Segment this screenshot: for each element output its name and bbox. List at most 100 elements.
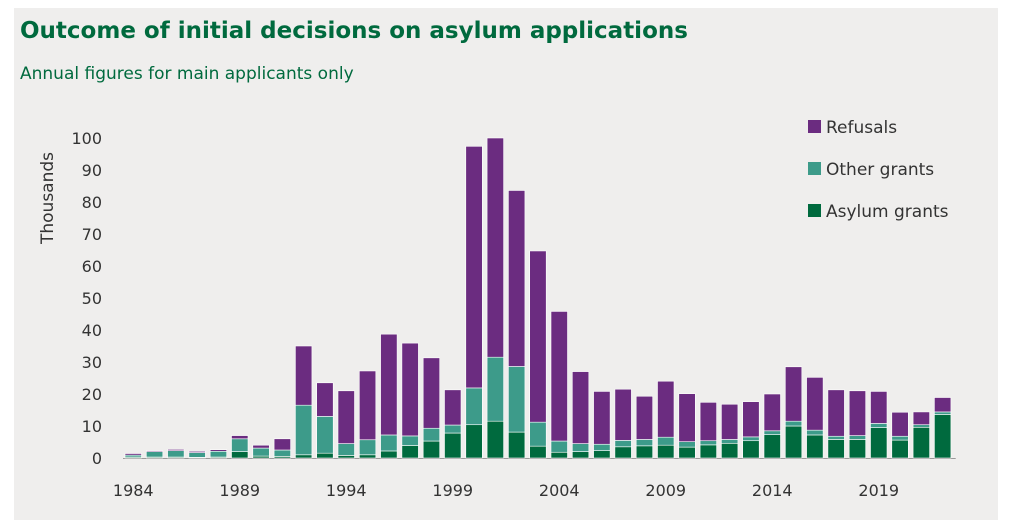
bar-segment — [891, 435, 909, 441]
bar-segment — [316, 452, 334, 459]
bar-segment — [550, 311, 568, 442]
y-tick-label: 80 — [82, 193, 102, 212]
bar-segment — [295, 454, 313, 459]
bar-segment — [188, 450, 206, 453]
bar-segment — [401, 445, 419, 459]
bar-segment — [337, 455, 355, 459]
x-tick-label: 1984 — [113, 481, 154, 500]
bar-segment — [337, 443, 355, 456]
bar-segment — [870, 423, 888, 428]
bar-segment — [635, 395, 654, 440]
bar-segment — [401, 435, 419, 446]
bar-segment — [614, 446, 632, 459]
legend-label: Other grants — [826, 160, 934, 180]
bar-segment — [273, 449, 291, 457]
x-tick-label: 1994 — [326, 481, 367, 500]
bar-segment — [508, 190, 526, 367]
bars-group — [124, 137, 952, 459]
bar-segment — [167, 450, 185, 458]
bar-segment — [657, 444, 675, 459]
bar-segment — [571, 371, 590, 444]
y-tick-label: 60 — [82, 257, 102, 276]
bar-segment — [721, 403, 739, 440]
bar-segment — [444, 389, 462, 426]
bar-segment — [742, 440, 760, 459]
bar-segment — [444, 424, 462, 434]
x-tick-label: 2004 — [539, 481, 580, 500]
bar-segment — [806, 377, 824, 431]
y-tick-label: 70 — [82, 225, 102, 244]
x-tick-label: 2009 — [645, 481, 686, 500]
y-tick-label: 40 — [82, 321, 102, 340]
y-tick-label: 10 — [82, 417, 102, 436]
bar-segment — [380, 434, 398, 452]
y-tick-label: 20 — [82, 385, 102, 404]
bar-segment — [934, 411, 952, 415]
bar-segment — [784, 366, 803, 422]
bar-segment — [635, 439, 654, 447]
bar-segment — [571, 443, 590, 452]
bar-segment — [188, 452, 206, 458]
bar-segment — [401, 342, 419, 437]
bar-segment — [550, 451, 568, 459]
bar-segment — [827, 439, 845, 459]
bar-segment — [699, 402, 717, 442]
bar-segment — [699, 444, 717, 459]
bar-segment — [593, 391, 611, 445]
bar-segment — [358, 370, 377, 441]
bar-segment — [316, 416, 334, 454]
bar-segment — [124, 453, 142, 456]
bar-segment — [848, 390, 867, 436]
bar-segment — [209, 450, 227, 458]
bar-segment — [508, 431, 526, 459]
legend-swatch — [808, 162, 821, 175]
bar-segment — [678, 446, 696, 459]
legend-label: Refusals — [826, 118, 897, 138]
bar-segment — [678, 441, 696, 448]
bar-segment — [465, 424, 483, 459]
bar-segment — [146, 450, 164, 452]
bar-segment — [529, 421, 547, 447]
bar-segment — [784, 425, 803, 459]
bar-segment — [444, 432, 462, 459]
bar-segment — [784, 420, 803, 427]
bar-segment — [231, 435, 249, 440]
bar-segment — [742, 436, 760, 442]
bar-segment — [380, 333, 398, 436]
bar-segment — [146, 451, 164, 458]
bar-segment — [657, 380, 675, 438]
bar-segment — [550, 440, 568, 453]
bar-segment — [827, 435, 845, 440]
bar-segment — [742, 401, 760, 438]
bar-segment — [870, 427, 888, 459]
bar-segment — [358, 439, 377, 456]
x-tick-label: 1999 — [432, 481, 473, 500]
x-tick-label: 1989 — [219, 481, 260, 500]
bar-segment — [763, 434, 781, 459]
bar-segment — [763, 430, 781, 435]
chart-title: Outcome of initial decisions on asylum a… — [20, 18, 688, 44]
bar-segment — [593, 450, 611, 459]
bar-segment — [465, 146, 483, 389]
x-tick-label: 2019 — [858, 481, 899, 500]
bar-segment — [678, 393, 696, 442]
bar-segment — [912, 411, 930, 426]
y-tick-label: 0 — [92, 449, 102, 468]
bar-segment — [486, 137, 504, 358]
bar-segment — [422, 427, 441, 442]
bar-segment — [934, 397, 952, 413]
y-tick-label: 50 — [82, 289, 102, 308]
bar-segment — [699, 440, 717, 446]
bar-segment — [486, 356, 504, 422]
bar-segment — [358, 454, 377, 459]
legend: Refusals Other grants Asylum grants — [808, 118, 949, 222]
bar-segment — [891, 411, 909, 437]
bar-segment — [529, 445, 547, 459]
legend-swatch — [808, 204, 821, 217]
bar-segment — [273, 438, 291, 451]
axis-group: 0 10 20 30 40 50 60 70 80 90 100 1984 1989 1994 1999 20… — [71, 129, 956, 500]
chart-subtitle: Annual figures for main applicants only — [20, 64, 354, 84]
x-tick-label: 2014 — [752, 481, 793, 500]
bar-segment — [529, 250, 547, 423]
bar-segment — [848, 435, 867, 440]
